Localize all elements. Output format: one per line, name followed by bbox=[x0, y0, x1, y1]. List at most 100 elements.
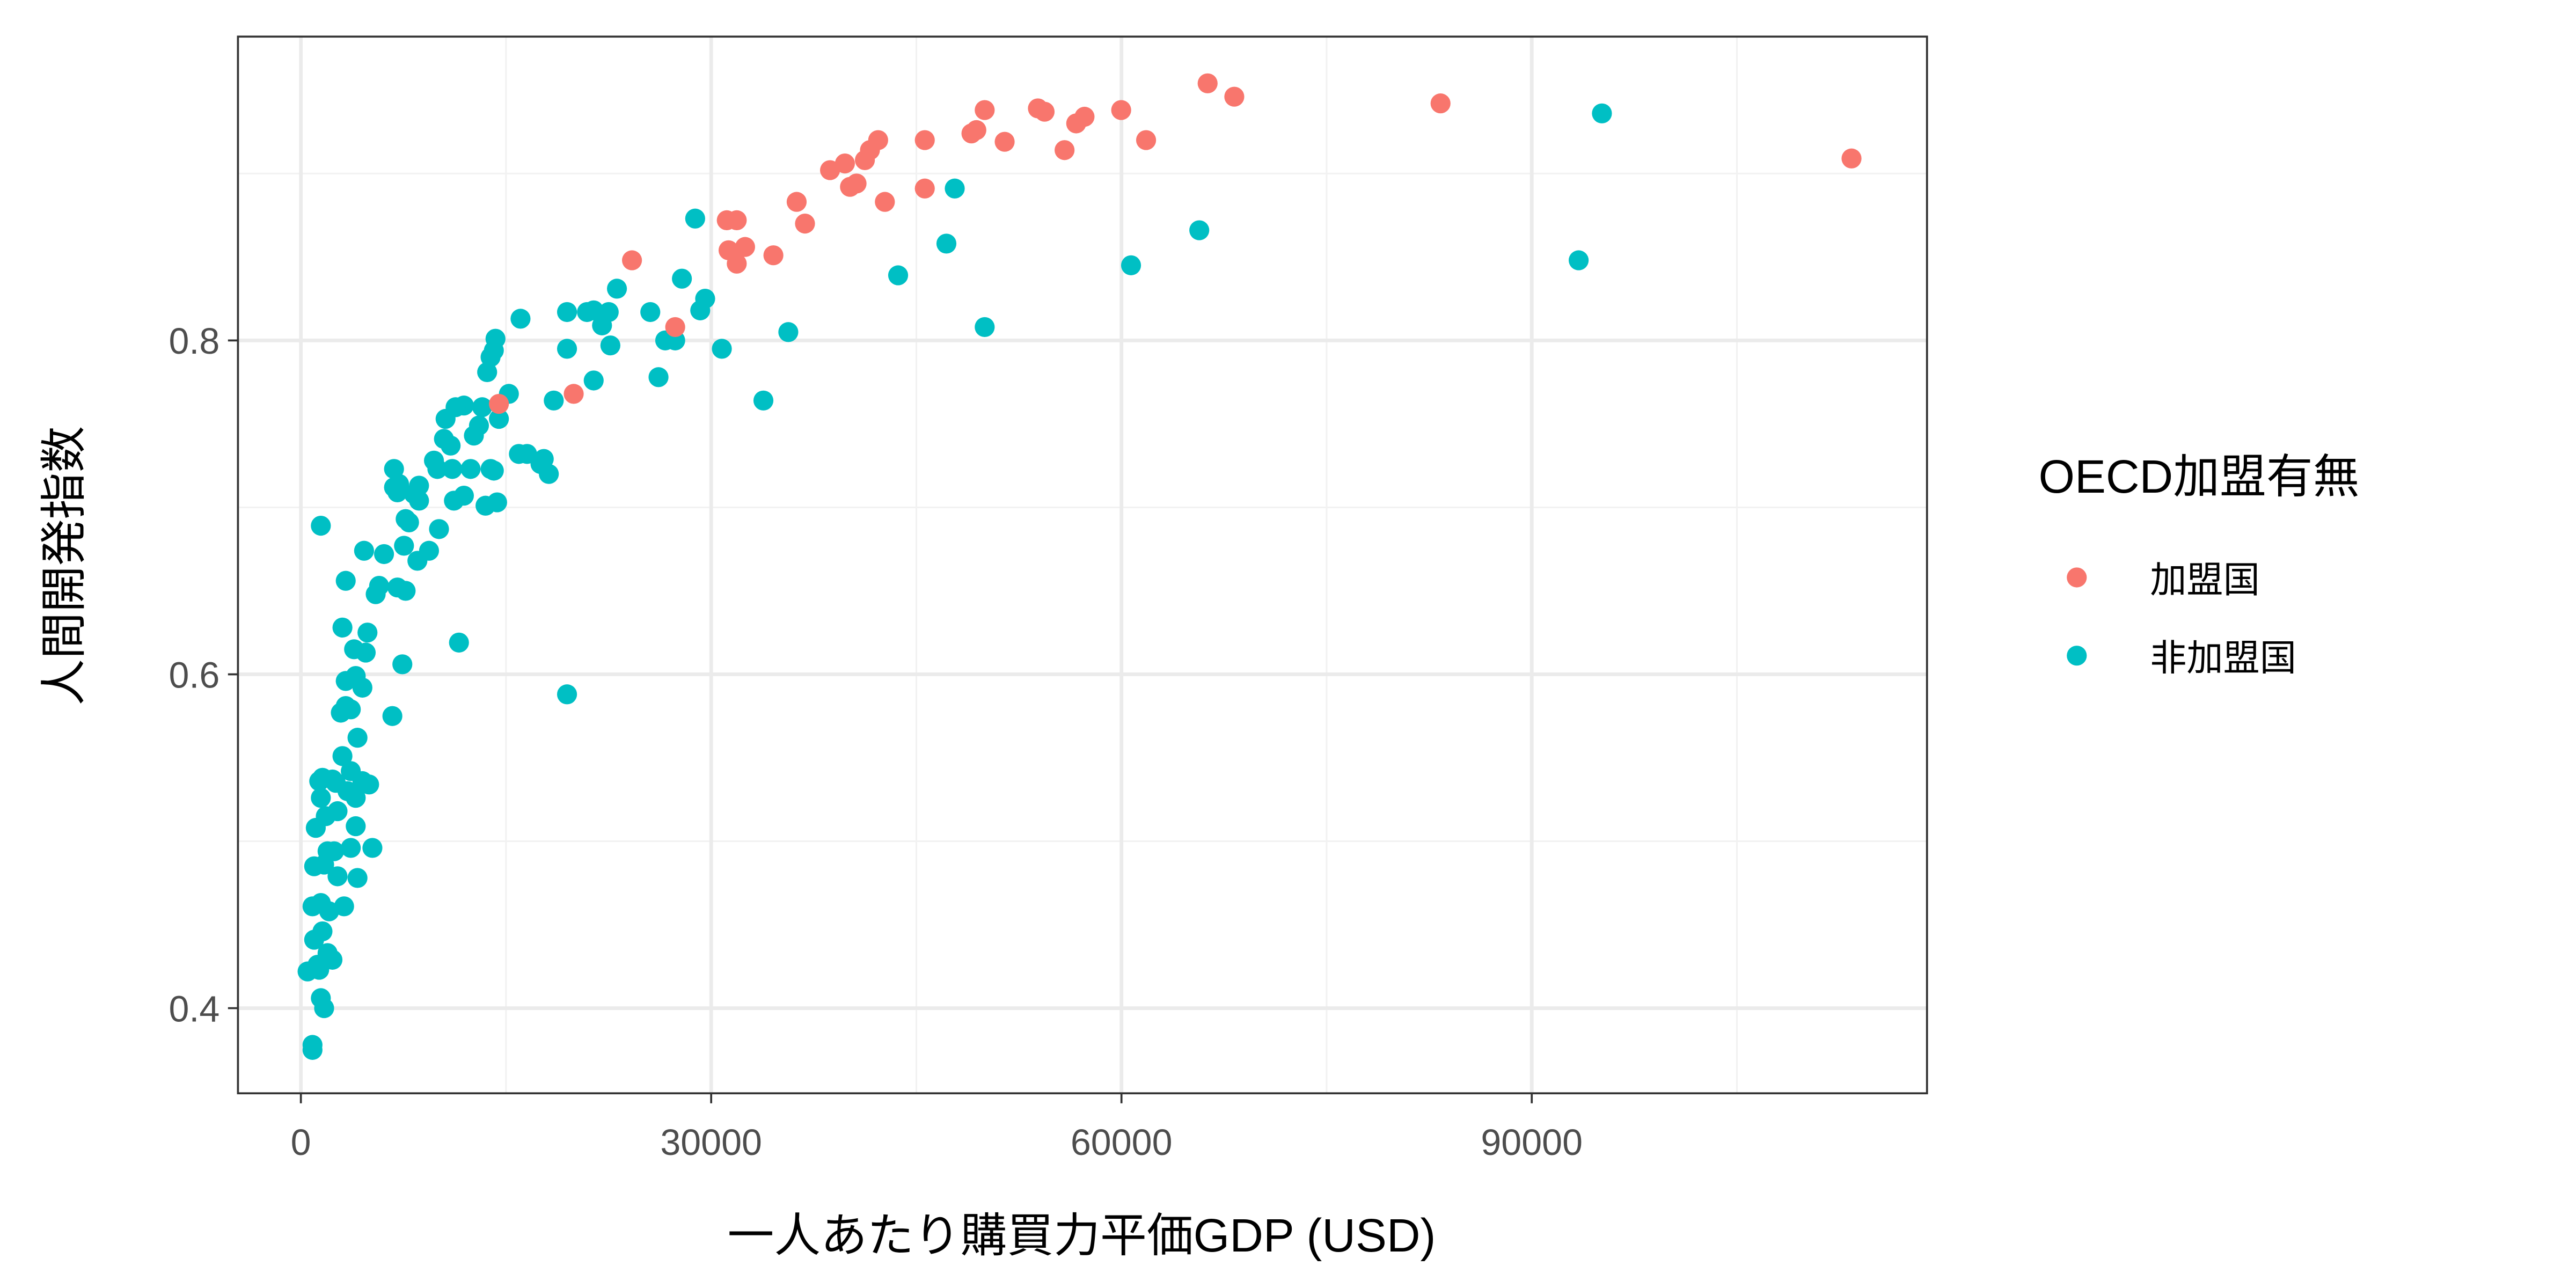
data-point-non-oecd bbox=[419, 540, 440, 561]
data-point-non-oecd bbox=[778, 322, 799, 342]
data-point-non-oecd bbox=[382, 706, 402, 726]
data-point-oecd bbox=[1111, 100, 1131, 120]
data-point-non-oecd bbox=[480, 459, 501, 479]
y-tick-label: 0.8 bbox=[169, 321, 219, 362]
data-point-non-oecd bbox=[304, 856, 324, 876]
data-point-oecd bbox=[1074, 106, 1095, 127]
data-point-non-oecd bbox=[423, 450, 444, 471]
x-tick-label: 0 bbox=[291, 1122, 311, 1163]
data-point-non-oecd bbox=[472, 397, 493, 418]
data-point-non-oecd bbox=[305, 818, 326, 838]
data-point-non-oecd bbox=[606, 279, 627, 299]
data-point-non-oecd bbox=[359, 774, 379, 795]
data-point-non-oecd bbox=[487, 492, 507, 513]
data-point-non-oecd bbox=[317, 841, 338, 861]
data-point-non-oecd bbox=[322, 949, 343, 970]
data-point-non-oecd bbox=[975, 317, 995, 338]
data-point-non-oecd bbox=[434, 429, 454, 449]
legend-label-non-oecd: 非加盟国 bbox=[2150, 638, 2296, 679]
data-point-non-oecd bbox=[394, 536, 414, 556]
data-point-oecd bbox=[1841, 148, 1862, 169]
data-point-oecd bbox=[994, 131, 1015, 152]
data-point-non-oecd bbox=[304, 930, 324, 950]
grid bbox=[238, 36, 1927, 1094]
data-point-non-oecd bbox=[362, 838, 383, 858]
data-point-non-oecd bbox=[357, 623, 378, 643]
data-point-non-oecd bbox=[334, 896, 354, 917]
data-point-oecd bbox=[975, 100, 995, 120]
data-point-non-oecd bbox=[460, 459, 481, 479]
data-point-non-oecd bbox=[332, 746, 353, 766]
data-point-non-oecd bbox=[936, 233, 957, 254]
x-tick-label: 30000 bbox=[660, 1122, 762, 1163]
data-point-oecd bbox=[727, 253, 747, 274]
data-points bbox=[297, 73, 1862, 1060]
data-point-non-oecd bbox=[331, 702, 351, 723]
plot-panel-border bbox=[237, 35, 1928, 1095]
data-point-oecd bbox=[763, 245, 784, 266]
data-point-oecd bbox=[1197, 73, 1218, 93]
data-point-oecd bbox=[564, 384, 584, 404]
data-point-non-oecd bbox=[489, 408, 509, 429]
data-point-non-oecd bbox=[695, 288, 715, 309]
data-point-oecd bbox=[665, 317, 685, 338]
data-point-non-oecd bbox=[409, 491, 429, 511]
data-point-non-oecd bbox=[302, 896, 323, 917]
x-tick-label: 60000 bbox=[1071, 1122, 1173, 1163]
data-point-non-oecd bbox=[648, 367, 669, 387]
data-point-non-oecd bbox=[347, 868, 368, 888]
data-point-non-oecd bbox=[297, 961, 318, 982]
data-point-non-oecd bbox=[335, 570, 356, 591]
data-point-non-oecd bbox=[344, 639, 364, 660]
data-point-non-oecd bbox=[1189, 220, 1210, 240]
data-point-non-oecd bbox=[592, 315, 612, 335]
data-point-non-oecd bbox=[332, 617, 353, 638]
data-point-oecd bbox=[914, 130, 935, 150]
data-point-non-oecd bbox=[429, 519, 449, 539]
data-point-non-oecd bbox=[1121, 255, 1141, 275]
data-point-non-oecd bbox=[685, 208, 705, 229]
data-point-non-oecd bbox=[712, 339, 732, 359]
data-point-non-oecd bbox=[557, 339, 577, 359]
data-point-non-oecd bbox=[346, 816, 366, 837]
data-point-non-oecd bbox=[1592, 103, 1612, 123]
data-point-non-oecd bbox=[365, 584, 386, 604]
data-point-non-oecd bbox=[557, 684, 577, 705]
data-point-non-oecd bbox=[302, 1040, 323, 1060]
data-point-non-oecd bbox=[753, 390, 774, 411]
axis-ticks: 0 30000 60000 90000 0.4 0.6 0.8 bbox=[169, 321, 1583, 1163]
data-point-non-oecd bbox=[544, 390, 564, 411]
data-point-oecd bbox=[1430, 93, 1451, 114]
data-point-oecd bbox=[835, 153, 855, 174]
data-point-non-oecd bbox=[557, 302, 577, 323]
data-point-non-oecd bbox=[672, 268, 692, 289]
data-point-non-oecd bbox=[335, 671, 356, 691]
data-point-non-oecd bbox=[442, 459, 463, 479]
data-point-oecd bbox=[795, 213, 815, 234]
data-point-non-oecd bbox=[314, 998, 334, 1019]
data-point-non-oecd bbox=[477, 362, 497, 383]
data-point-non-oecd bbox=[354, 540, 374, 561]
data-point-non-oecd bbox=[309, 771, 330, 792]
data-point-oecd bbox=[1224, 86, 1245, 107]
y-axis-title: 人間開発指数 bbox=[38, 426, 90, 706]
data-point-non-oecd bbox=[409, 475, 429, 496]
y-tick-label: 0.6 bbox=[169, 655, 219, 696]
data-point-non-oecd bbox=[327, 866, 348, 887]
data-point-non-oecd bbox=[1569, 250, 1589, 270]
legend-key-oecd bbox=[2067, 567, 2087, 588]
data-point-non-oecd bbox=[396, 509, 416, 529]
data-point-non-oecd bbox=[311, 516, 331, 536]
data-point-non-oecd bbox=[374, 544, 394, 565]
data-point-non-oecd bbox=[384, 477, 404, 497]
data-point-oecd bbox=[1055, 140, 1075, 160]
data-point-oecd bbox=[820, 160, 840, 180]
data-point-non-oecd bbox=[449, 632, 469, 653]
legend: OECD加盟有無 加盟国 非加盟国 bbox=[2038, 451, 2359, 679]
data-point-non-oecd bbox=[583, 370, 604, 391]
data-point-oecd bbox=[735, 237, 755, 257]
data-point-non-oecd bbox=[435, 408, 456, 429]
data-point-oecd bbox=[1136, 130, 1157, 150]
